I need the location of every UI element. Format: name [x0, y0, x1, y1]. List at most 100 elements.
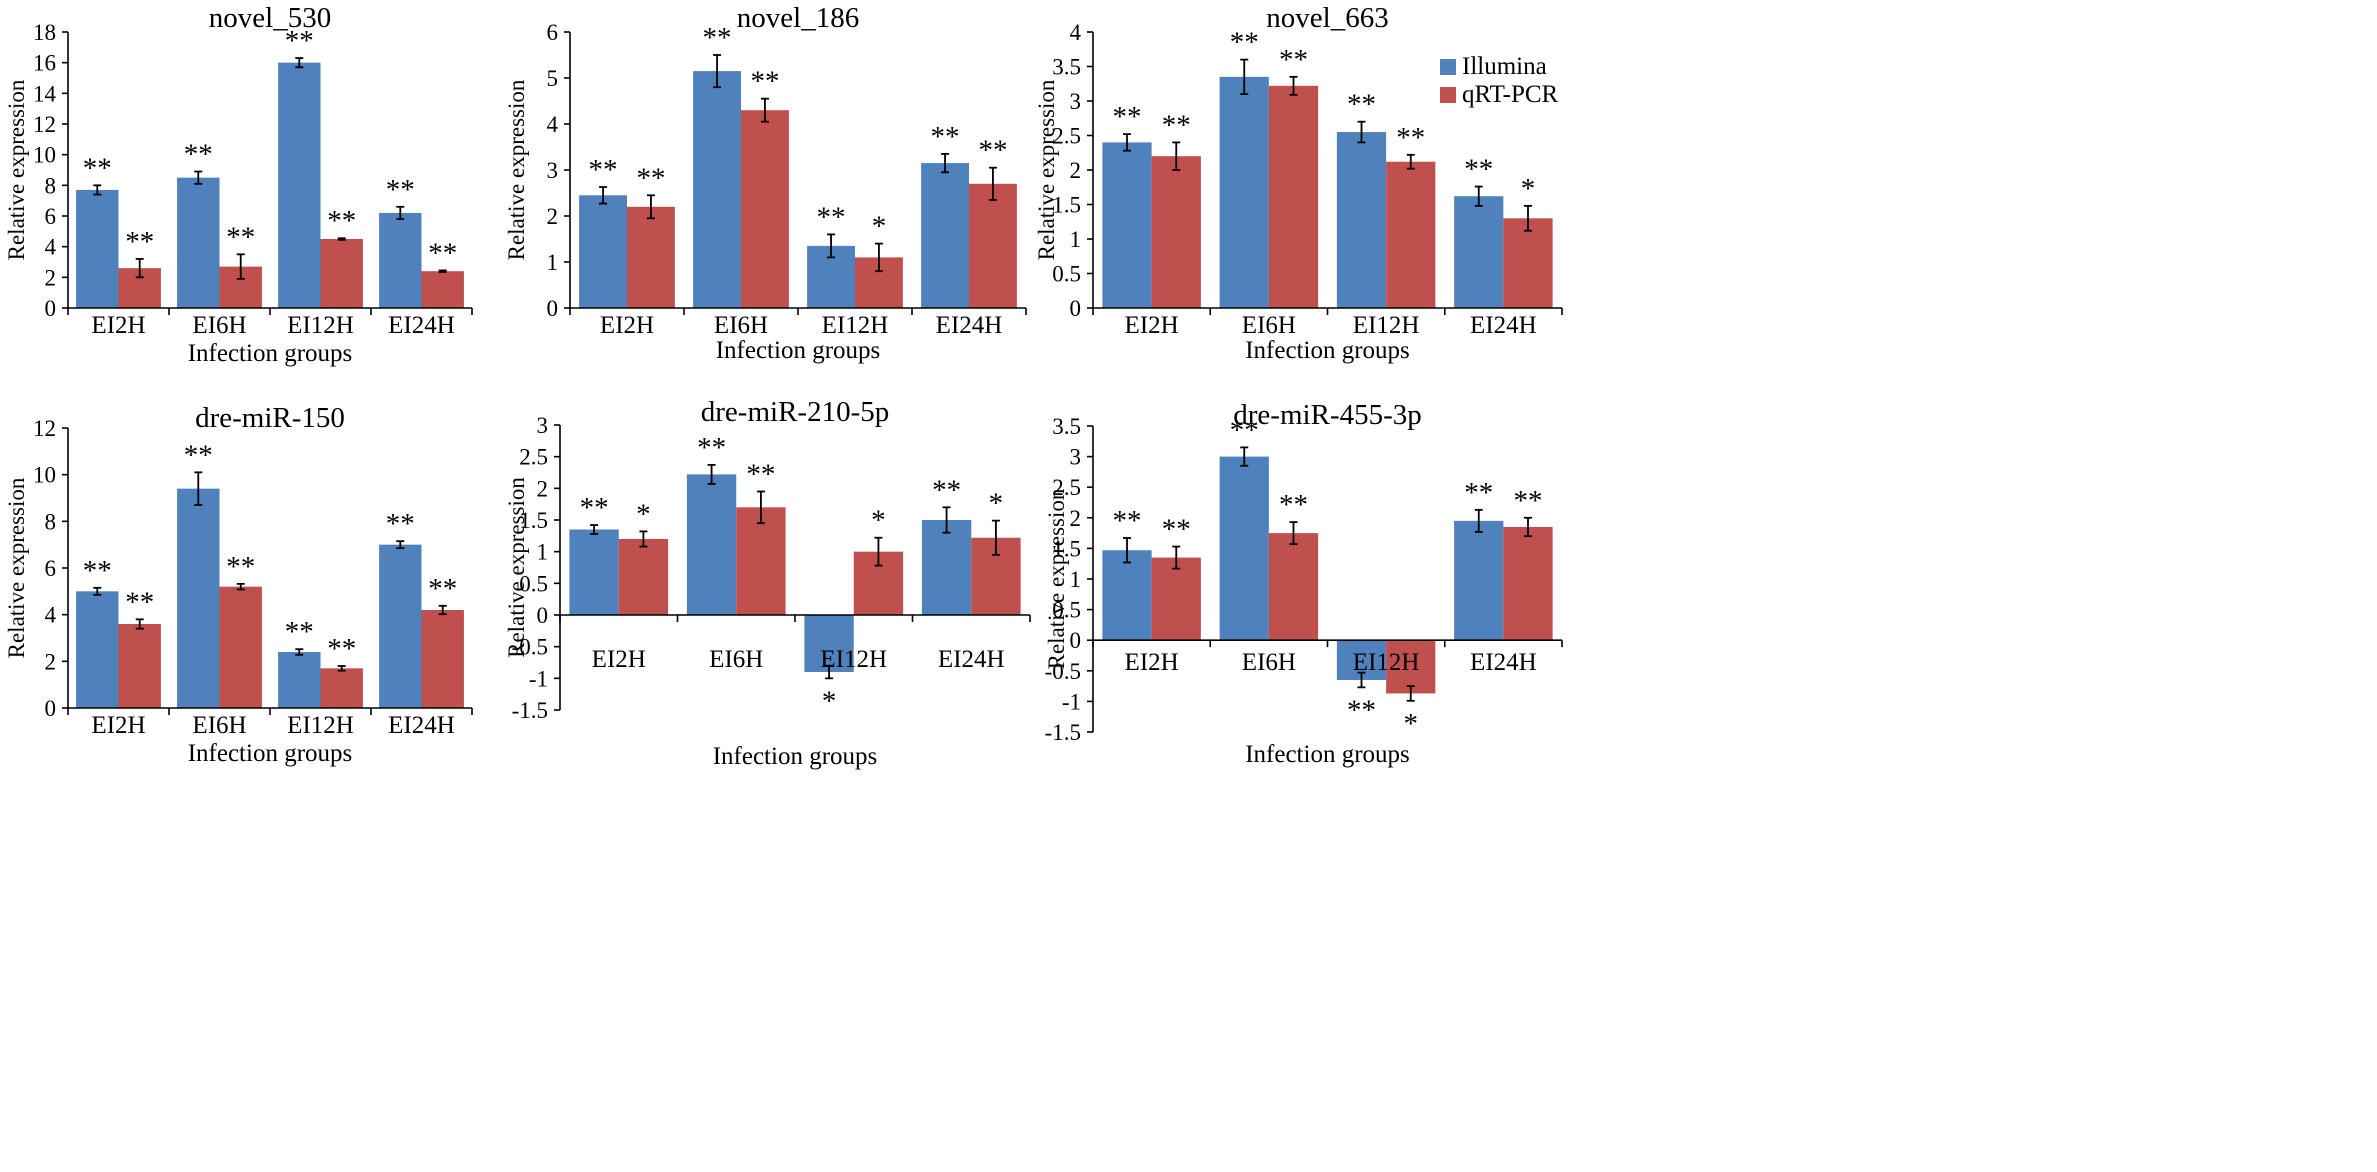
bar-illumina-ei24h — [921, 163, 969, 308]
x-category-label: EI24H — [938, 646, 1005, 673]
y-axis-label: Relative expression — [504, 79, 529, 260]
y-axis-label: Relative expression — [504, 477, 529, 658]
x-category-label: EI6H — [709, 646, 763, 673]
significance-mark: ** — [226, 551, 255, 583]
x-category-label: EI6H — [1242, 312, 1296, 339]
y-tick-label: 1.5 — [1052, 193, 1081, 218]
y-tick-label: -0.5 — [512, 635, 548, 660]
bar-illumina-ei24h — [379, 212, 422, 308]
x-category-label: EI6H — [192, 712, 246, 739]
bar-qrt-pcr-ei24h — [1503, 526, 1553, 641]
x-axis-label: Infection groups — [1245, 741, 1410, 768]
significance-mark: ** — [636, 162, 665, 194]
significance-mark: ** — [184, 439, 213, 471]
significance-mark: ** — [703, 22, 732, 54]
x-category-label: EI12H — [287, 312, 354, 339]
significance-mark: ** — [386, 508, 415, 540]
significance-mark: ** — [750, 66, 779, 98]
y-tick-label: 4 — [45, 235, 57, 260]
significance-mark: ** — [1347, 694, 1376, 726]
y-tick-label: 1.5 — [1052, 536, 1081, 561]
significance-mark: ** — [428, 237, 457, 269]
y-tick-label: 10 — [33, 463, 56, 488]
legend-swatch-illumina — [1440, 59, 1456, 75]
significance-mark: ** — [1396, 122, 1425, 154]
y-tick-label: 6 — [547, 20, 559, 45]
y-tick-label: 3 — [537, 413, 549, 438]
bar-qrt-pcr-ei24h — [1503, 218, 1553, 308]
significance-mark: ** — [125, 226, 154, 258]
bar-qrt-pcr-ei2h — [627, 206, 675, 308]
significance-mark: * — [1403, 708, 1418, 740]
significance-mark: ** — [697, 432, 726, 464]
y-tick-label: -1.5 — [512, 698, 548, 723]
y-tick-label: 0 — [1070, 296, 1082, 321]
x-category-label: EI12H — [287, 712, 354, 739]
y-tick-label: 4 — [547, 112, 559, 137]
x-category-label: EI12H — [822, 312, 889, 339]
y-tick-label: 2 — [1070, 506, 1082, 531]
x-category-label: EI2H — [91, 312, 145, 339]
y-axis-label: Relative expression — [1044, 488, 1069, 669]
y-axis-label: Relative expression — [1034, 79, 1059, 260]
bar-illumina-ei2h — [76, 591, 119, 708]
significance-mark: ** — [1279, 489, 1308, 521]
y-tick-label: 2.5 — [1052, 475, 1081, 500]
y-tick-label: 18 — [33, 20, 56, 45]
chart-panel-4: dre-miR-150 0 2 4 6 8 10 12 ** ** ** ** ** ** ** ** EI2H… — [4, 402, 473, 767]
y-tick-label: 1 — [1070, 567, 1082, 592]
bar-qrt-pcr-ei24h — [421, 271, 464, 308]
y-tick-label: 3 — [1070, 445, 1082, 470]
y-tick-label: 3.5 — [1052, 55, 1081, 80]
x-category-label: EI24H — [1470, 312, 1537, 339]
chart-title: novel_663 — [1266, 2, 1388, 34]
x-category-label: EI2H — [1125, 312, 1179, 339]
bar-illumina-ei24h — [1454, 520, 1504, 641]
significance-mark: ** — [1230, 414, 1259, 446]
y-tick-label: 8 — [45, 509, 57, 534]
bar-qrt-pcr-ei24h — [969, 183, 1017, 308]
y-tick-label: 2 — [45, 265, 57, 290]
y-tick-label: 1.5 — [519, 508, 548, 533]
legend-label: Illumina — [1462, 53, 1547, 80]
bar-illumina-ei12h — [1336, 132, 1387, 308]
y-tick-label: -1 — [1062, 689, 1081, 714]
significance-mark: ** — [589, 154, 618, 186]
y-tick-label: 3 — [1070, 89, 1082, 114]
significance-mark: ** — [978, 135, 1007, 167]
x-category-label: EI2H — [91, 712, 145, 739]
significance-mark: ** — [1347, 89, 1376, 121]
y-tick-label: 5 — [547, 66, 559, 91]
x-category-label: EI6H — [714, 312, 768, 339]
y-tick-label: 0.5 — [1052, 262, 1081, 287]
bar-qrt-pcr-ei24h — [421, 610, 464, 708]
bar-illumina-ei24h — [379, 544, 422, 708]
chart-title: novel_186 — [737, 2, 859, 34]
bar-illumina-ei6h — [177, 488, 220, 708]
x-category-label: EI24H — [1470, 649, 1537, 676]
significance-mark: * — [871, 505, 886, 537]
y-tick-label: 0 — [537, 603, 549, 628]
x-category-label: EI2H — [600, 312, 654, 339]
y-tick-label: 0 — [45, 696, 57, 721]
significance-mark: ** — [817, 201, 846, 233]
x-axis-label: Infection groups — [188, 340, 353, 367]
bar-illumina-ei2h — [579, 195, 627, 308]
y-tick-label: 6 — [45, 204, 57, 229]
bar-qrt-pcr-ei6h — [741, 110, 789, 308]
bar-illumina-ei2h — [1102, 550, 1152, 641]
y-tick-label: 4 — [45, 603, 57, 628]
bar-illumina-ei6h — [177, 177, 220, 308]
significance-mark: * — [636, 498, 651, 530]
bar-illumina-ei24h — [921, 520, 972, 615]
y-tick-label: 6 — [45, 556, 57, 581]
x-category-label: EI24H — [936, 312, 1003, 339]
significance-mark: ** — [746, 459, 775, 491]
chart-panel-1: novel_530 0 2 4 6 8 10 12 14 16 18 ** ** ** ** ** ** ** **… — [4, 2, 473, 367]
legend-swatch-qrt-pcr — [1440, 87, 1456, 103]
bar-illumina-ei2h — [76, 189, 119, 308]
significance-mark: ** — [1464, 154, 1493, 186]
